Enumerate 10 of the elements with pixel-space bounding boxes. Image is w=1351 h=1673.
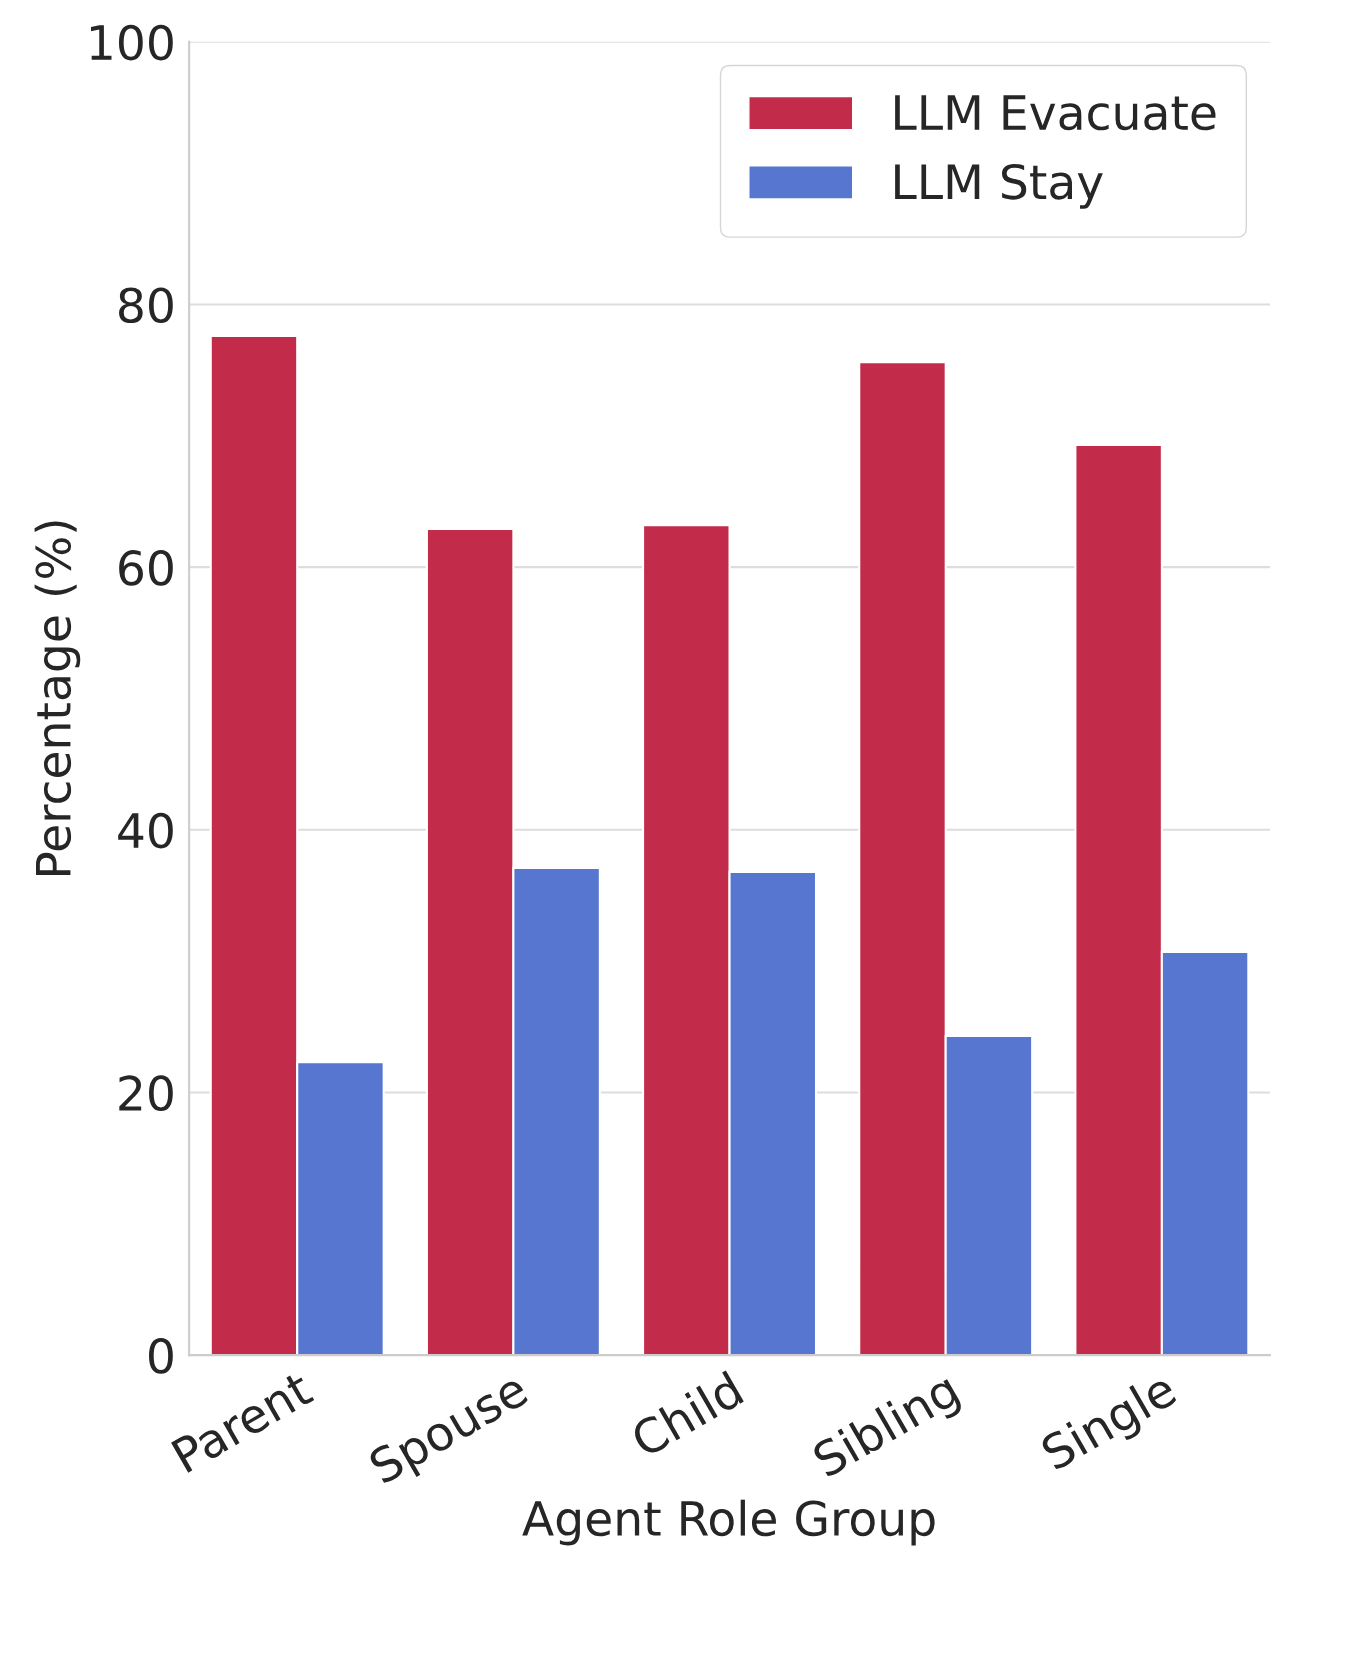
x-axis-title: Agent Role Group (522, 1499, 935, 1546)
y-tick-label: 20 (119, 1075, 173, 1112)
y-tick-label: 100 (91, 24, 173, 61)
y-tick-label: 40 (118, 812, 173, 849)
legend-label: LLM Stay (895, 163, 1103, 209)
y-tick-label: 0 (149, 1338, 173, 1374)
y-tick-label: 60 (119, 550, 173, 586)
legend-label: LLM Evacuate (895, 95, 1216, 131)
y-tick-label: 80 (119, 287, 173, 324)
y-axis-title: Percentage (%) (34, 521, 81, 876)
